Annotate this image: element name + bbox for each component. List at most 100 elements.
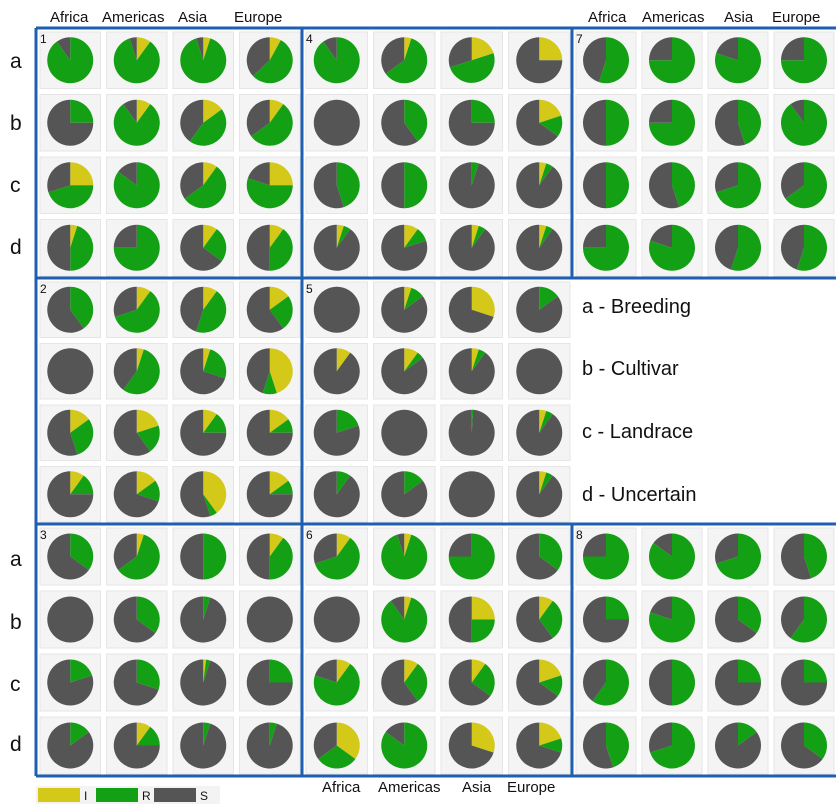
pie-slice-8-d-Africa-S [582,722,614,769]
pie-slice-3-c-Asia-S [180,659,227,706]
panel-number-2: 2 [40,282,47,296]
pie-slice-5-d-Americas-R [404,471,423,495]
pie-slice-6-c-Asia-R [471,663,495,697]
pie-slice-8-a-Americas-R [648,533,695,580]
pie-slice-8-c-Asia-S [715,659,761,706]
pie-slice-3-c-Europe-S [246,659,293,706]
pie-slice-2-b-Americas-R [123,349,160,395]
pie-slice-2-c-Americas-S [113,409,151,456]
pie-slice-2-d-Americas-I [136,471,156,495]
pie-slice-1-a-Europe-R [252,40,293,84]
pie-slice-2-a-Asia-I [203,286,217,310]
pie-slice-5-a-Americas-R [404,287,423,310]
pie-slice-2-c-Europe-S [246,409,293,456]
pie-slice-6-d-Europe-S [516,722,562,769]
pie-slice-7-d-Asia-R [730,224,762,271]
pie-slice-6-c-Americas-S [381,659,418,706]
pie-slice-2-d-Asia-I [203,471,227,513]
pie-slice-1-b-Asia-R [189,109,227,146]
pie-slice-2-c-Europe-R [269,419,293,433]
pie-slice-8-c-Europe-S [781,659,827,706]
pie-slice-5-d-Africa-S [313,471,360,518]
pie-slice-6-b-Europe-R [539,600,563,639]
pie-slice-4-c-Europe-I [539,162,547,186]
pie-slice-6-d-Asia-I [471,722,495,753]
pie-slice-8-b-Africa-R [606,596,629,620]
pie-slice-1-d-Asia-S [180,224,222,271]
pie-slice-3-d-Americas-R [136,726,160,746]
pie-slice-4-a-Asia-R [449,53,495,83]
pie-slice-6-a-Americas-R [381,534,428,580]
pie-slice-7-c-Europe-R [785,162,827,209]
pie-slice-1-a-Africa-R [47,37,94,84]
pie-slice-8-a-Americas-S [653,533,672,557]
color-key-label-s: S [200,789,209,803]
pie-slice-4-a-Asia-I [471,37,494,61]
pie-slice-3-a-Europe-I [269,533,284,557]
pie-slice-8-a-Europe-S [780,533,812,580]
pie-slice-4-c-Europe-R [539,163,553,186]
pie-slice-8-d-Asia-R [738,722,757,746]
pie-slice-4-a-Asia-S [448,37,472,68]
pie-slice-2-d-Europe-I [269,471,289,495]
pie-slice-1-c-Africa-I [70,162,94,186]
pie-slice-1-c-Americas-R [113,162,160,209]
pie-slice-5-d-Europe-R [539,472,553,495]
col-header-bottom-africa: Africa [322,779,361,796]
pie-slice-7-d-Africa-S [583,224,606,248]
pie-slice-7-c-Europe-S [780,162,804,199]
pie-slice-1-d-Europe-I [269,224,284,248]
pie-slice-5-d-Europe-I [539,471,547,495]
pie-slice-4-b-Americas-R [404,99,428,142]
pie-slice-8-b-Europe-R [790,596,827,643]
pie-slice-2-a-Americas-S [113,286,137,317]
color-key-swatch-r [96,788,138,802]
pie-slice-2-b-Americas-I [136,348,144,372]
pie-slice-7-d-Europe-S [781,224,804,270]
pie-slice-4-d-Africa-R [336,225,351,248]
pie-slice-7-d-Asia-S [715,224,738,270]
pie-slice-8-a-Asia-R [716,533,762,580]
pie-slice-6-d-Asia-S [448,722,494,769]
pie-slice-8-c-Asia-R [738,659,761,683]
pie-slice-8-d-Asia-S [715,722,762,769]
pie-slice-4-b-Europe-S [516,99,558,146]
pie-slice-2-a-Europe-I [269,286,289,310]
pie-slice-4-c-Europe-S [516,162,563,209]
pie-slice-1-c-Africa-R [48,185,94,209]
pie-slice-7-b-Asia-S [714,99,746,146]
row-label-bottom-b: b [10,611,22,634]
panel-number-6: 6 [306,528,313,542]
panel-number-5: 5 [306,282,313,296]
pie-slice-7-a-Africa-R [598,37,630,84]
pie-slice-2-a-Africa-S [47,286,84,333]
pie-slice-5-c-Europe-S [516,409,563,456]
pie-slice-1-a-Europe-I [269,37,281,61]
pie-slice-3-b-Africa-S [47,596,94,643]
pie-slice-8-b-Americas-R [649,596,696,643]
pie-slice-1-d-Europe-S [246,224,270,271]
pie-slice-4-d-Europe-S [516,224,563,271]
pie-slice-3-a-Europe-R [269,537,293,580]
pie-slice-5-c-Africa-S [313,409,360,456]
pie-slice-2-b-Europe-R [262,371,277,395]
pie-slice-3-d-Europe-R [269,722,277,746]
pie-slice-5-d-Africa-R [336,471,351,495]
pie-slice-5-a-Europe-S [516,286,563,333]
pie-slice-6-c-Americas-R [404,663,428,702]
pie-slice-3-a-Americas-S [113,533,137,571]
pie-slice-8-c-Africa-R [592,659,629,706]
pie-slice-1-a-Americas-S [129,37,137,61]
pie-slice-6-b-Asia-R [471,619,495,643]
pie-slice-3-a-Africa-S [47,533,89,580]
pie-slice-2-b-Asia-S [180,348,226,395]
pie-slice-6-b-Americas-I [404,596,412,620]
pie-slice-3-c-Africa-S [47,659,94,706]
pie-slice-2-c-Americas-I [136,409,159,433]
pie-slice-5-b-Asia-R [471,349,486,372]
pie-slice-3-b-Americas-R [136,596,160,634]
pie-slice-1-b-Americas-I [136,99,151,123]
pie-slice-1-c-Africa-S [47,162,71,193]
